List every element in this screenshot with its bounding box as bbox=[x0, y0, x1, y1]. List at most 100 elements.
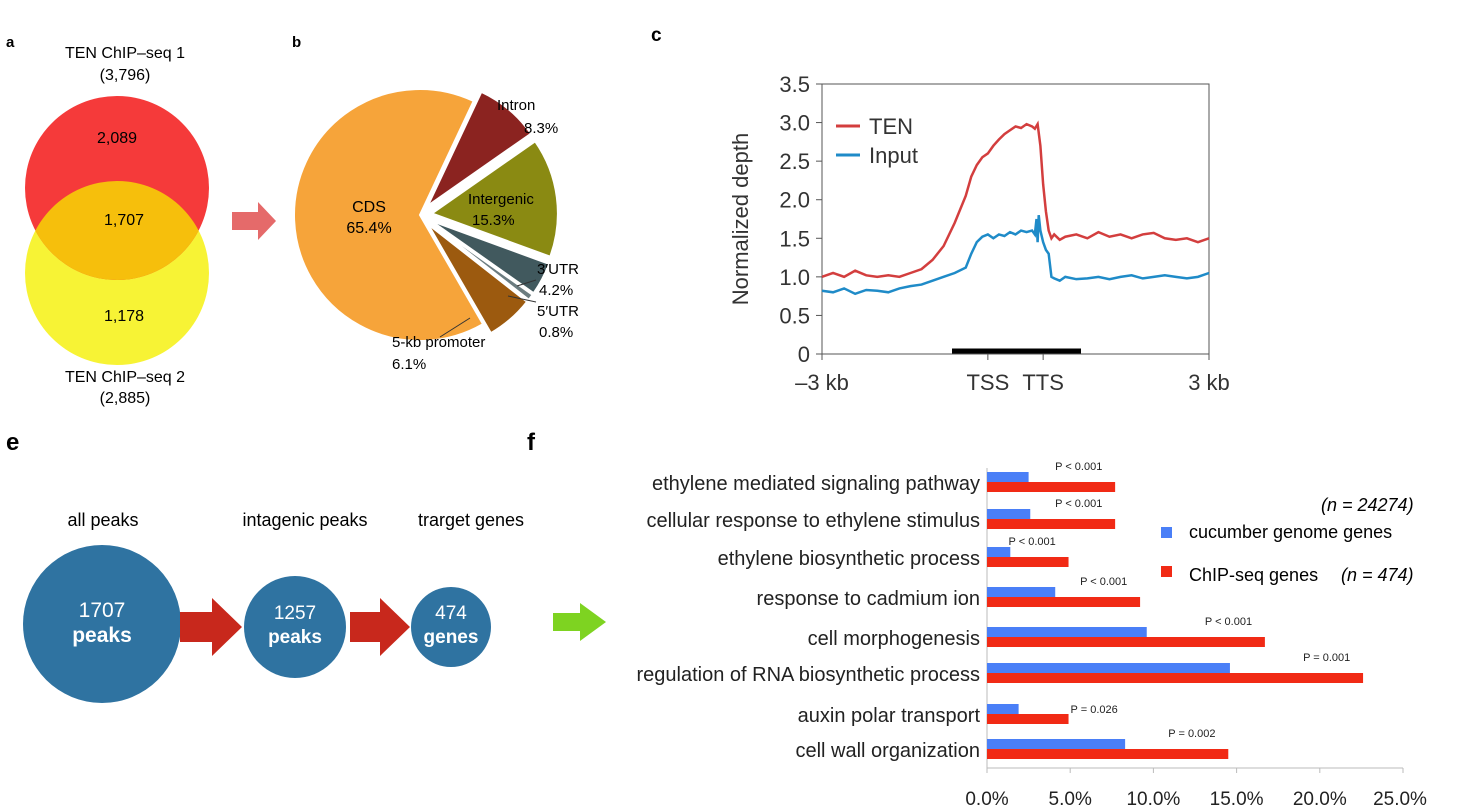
pie-label-5utr-value: 0.8% bbox=[539, 324, 573, 341]
arrow-a-to-b-icon bbox=[232, 202, 276, 240]
pie-slice-intron bbox=[425, 90, 533, 209]
pie-slice-cds bbox=[293, 88, 485, 342]
pie-label-intron-value: 8.3% bbox=[524, 120, 558, 137]
bar-category-label: response to cadmium ion bbox=[757, 588, 980, 610]
flow-number-intagenic-peaks: 1257 bbox=[274, 603, 316, 624]
pie-label-promoter-value: 6.1% bbox=[392, 356, 426, 373]
legend-chipseq-label: ChIP-seq genes bbox=[1189, 565, 1318, 585]
pie-leader-5utr bbox=[507, 295, 537, 303]
bar-cucumber bbox=[987, 627, 1147, 637]
panel-b-pie: b CDS 65.4% Intron 8.3% Intergenic 15.3%… bbox=[292, 34, 579, 373]
panel-label-b: b bbox=[292, 34, 301, 51]
legend-cucumber-swatch bbox=[1161, 527, 1172, 538]
bar-chipseq bbox=[987, 749, 1229, 759]
venn-bottom-title: TEN ChIP–seq 2 bbox=[65, 369, 185, 386]
bar-pvalue-label: P = 0.001 bbox=[1303, 652, 1350, 664]
line-plot-frame bbox=[821, 83, 1210, 355]
ytick-label: 1.5 bbox=[779, 226, 810, 251]
xtick-label: 3 kb bbox=[1188, 370, 1230, 395]
pie-label-intergenic-value: 15.3% bbox=[472, 212, 515, 229]
pie-label-3utr-name: 3′UTR bbox=[537, 261, 579, 278]
bar-category-label: auxin polar transport bbox=[798, 705, 981, 727]
legend-input-label: Input bbox=[869, 143, 918, 168]
ytick-label: 3.5 bbox=[779, 72, 810, 97]
flow-header-intagenic-peaks: intagenic peaks bbox=[242, 510, 367, 530]
legend-cucumber-n: (n = 24274) bbox=[1321, 495, 1414, 515]
venn-overlap bbox=[25, 181, 209, 280]
arrow-e-to-f-icon bbox=[553, 603, 606, 641]
bar-pvalue-label: P < 0.001 bbox=[1055, 498, 1102, 510]
flow-number-target-genes: 474 bbox=[435, 603, 467, 624]
bar-chipseq bbox=[987, 519, 1116, 529]
panel-c-line-chart: c Normalized depth 0 0.5 1.0 1.5 2.0 2.5 3.0 3.… bbox=[651, 25, 1230, 395]
panel-label-a: a bbox=[6, 34, 15, 51]
bar-cucumber bbox=[987, 739, 1126, 749]
flow-header-target-genes: trarget genes bbox=[418, 510, 524, 530]
bar-xtick-label: 0.0% bbox=[965, 789, 1008, 808]
pie-label-cds-name: CDS bbox=[352, 199, 386, 216]
pie-leader-promoter bbox=[439, 317, 471, 338]
bar-xtick-labels: 0.0% 5.0% 10.0% 15.0% 20.0% 25.0% bbox=[965, 768, 1427, 808]
bar-pvalue-label: P = 0.002 bbox=[1168, 728, 1215, 740]
bar-xtick-label: 5.0% bbox=[1049, 789, 1092, 808]
venn-overlap-count: 1,707 bbox=[104, 212, 144, 229]
pie-labels: CDS 65.4% Intron 8.3% Intergenic 15.3% 3… bbox=[346, 97, 579, 373]
bar-legend: (n = 24274) cucumber genome genes ChIP-s… bbox=[1161, 495, 1414, 585]
line-legend: TEN Input bbox=[836, 114, 918, 168]
line-xticks: –3 kb TSS TTS 3 kb bbox=[795, 354, 1230, 395]
ytick-label: 2.5 bbox=[779, 149, 810, 174]
flow-header-all-peaks: all peaks bbox=[67, 510, 138, 530]
flow-number-all-peaks: 1707 bbox=[79, 599, 126, 622]
xtick-label: TTS bbox=[1022, 370, 1064, 395]
pie-label-3utr-value: 4.2% bbox=[539, 282, 573, 299]
panel-label-e: e bbox=[6, 429, 19, 456]
flow-bubble-all-peaks bbox=[23, 545, 181, 703]
line-yticks: 0 0.5 1.0 1.5 2.0 2.5 3.0 3.5 bbox=[779, 72, 822, 367]
pie-slice-5-kb-promoter bbox=[427, 223, 529, 335]
bar-cucumber bbox=[987, 472, 1029, 482]
pie-leader-3utr bbox=[516, 279, 537, 287]
bar-category-label: regulation of RNA biosynthetic process bbox=[636, 664, 980, 686]
bar-xtick-label: 15.0% bbox=[1210, 789, 1264, 808]
flow-unit-intagenic-peaks: peaks bbox=[268, 627, 322, 648]
bar-chipseq bbox=[987, 673, 1364, 683]
flow-bubble-target-genes bbox=[411, 587, 491, 667]
bar-category-labels: ethylene mediated signaling pathway cellu… bbox=[636, 473, 980, 762]
panel-label-f: f bbox=[527, 429, 536, 456]
pie-slice-intergenic bbox=[429, 139, 559, 258]
flow-arrow-2-icon bbox=[350, 598, 410, 656]
ytick-label: 0.5 bbox=[779, 303, 810, 328]
line-ylabel: Normalized depth bbox=[728, 133, 753, 305]
bar-category-label: cell wall organization bbox=[795, 740, 980, 762]
flow-bubble-intagenic-peaks bbox=[244, 576, 346, 678]
bar-cucumber bbox=[987, 704, 1019, 714]
bar-cucumber bbox=[987, 547, 1011, 557]
panel-f-bar-chart: f ethylene mediated signaling pathway cel… bbox=[527, 429, 1427, 808]
bar-marks bbox=[987, 472, 1364, 759]
legend-chipseq-swatch bbox=[1161, 566, 1172, 577]
flow-unit-target-genes: genes bbox=[424, 627, 479, 648]
venn-bottom-total: (2,885) bbox=[100, 390, 151, 407]
pie-label-intron-name: Intron bbox=[497, 97, 535, 114]
bar-category-label: ethylene mediated signaling pathway bbox=[652, 473, 980, 495]
bar-cucumber bbox=[987, 587, 1056, 597]
bar-pvalue-label: P = 0.026 bbox=[1071, 704, 1118, 716]
line-series-input bbox=[821, 215, 1210, 296]
venn-top-only-count: 2,089 bbox=[97, 130, 137, 147]
bar-pvalue-label: P < 0.001 bbox=[1009, 536, 1056, 548]
bar-category-label: ethylene biosynthetic process bbox=[718, 548, 980, 570]
panel-label-c: c bbox=[651, 25, 662, 46]
venn-top-total: (3,796) bbox=[100, 67, 151, 84]
bar-xtick-label: 25.0% bbox=[1373, 789, 1427, 808]
bar-chipseq bbox=[987, 597, 1141, 607]
pie-slice-5-utr bbox=[429, 221, 535, 302]
venn-bottom-only-count: 1,178 bbox=[104, 308, 144, 325]
flow-unit-all-peaks: peaks bbox=[72, 624, 132, 647]
pie-slices bbox=[293, 88, 559, 342]
xtick-label: –3 kb bbox=[795, 370, 849, 395]
bar-chipseq bbox=[987, 714, 1069, 724]
bar-cucumber bbox=[987, 663, 1230, 673]
panel-e-flow: e all peaks intagenic peaks trarget gene… bbox=[6, 429, 524, 703]
pie-label-intergenic-name: Intergenic bbox=[468, 191, 534, 208]
venn-top-title: TEN ChIP–seq 1 bbox=[65, 45, 185, 62]
